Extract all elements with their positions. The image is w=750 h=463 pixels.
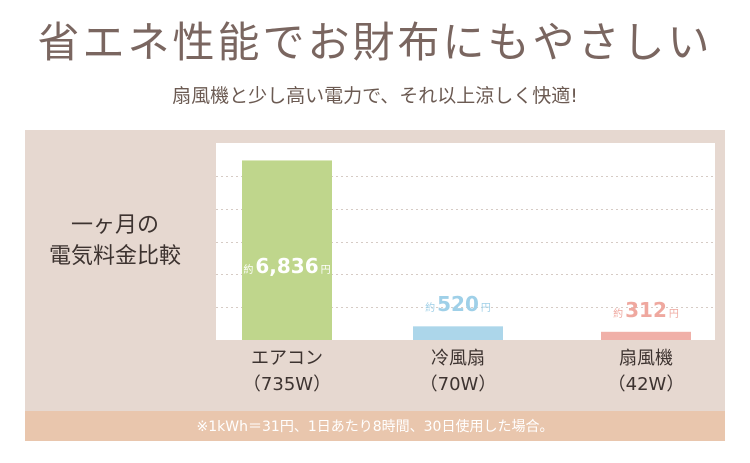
side-label-line-2: 電気料金比較 [48,244,181,269]
side-label-line-1: 一ヶ月の [70,213,159,238]
category-wattage: （735W） [242,374,332,395]
footnote-bar: ※1kWh＝31円、1日あたり8時間、30日使用した場合。 [25,411,725,441]
bar-2 [601,331,691,340]
category-name: 冷風扇 [431,348,485,369]
chart-side-label: 一ヶ月の 電気料金比較 [30,210,200,272]
category-name: エアコン [251,348,323,369]
category-label-senpuki: 扇風機 （42W） [576,346,716,398]
category-label-reifusen: 冷風扇 （70W） [388,346,528,398]
value-label-aircon: 約 6,836 円 [243,254,330,278]
plot-area [216,143,715,340]
footnote-text: ※1kWh＝31円、1日あたり8時間、30日使用した場合。 [196,419,554,435]
value-label-senpuki: 約 312 円 [613,298,679,322]
value-prefix: 約 [613,308,624,320]
value-label-reifusen: 約 520 円 [425,292,491,316]
value-prefix: 約 [425,303,436,315]
value-number: 6,836 [255,253,319,278]
value-number: 520 [437,292,479,317]
bar-chart [216,160,715,340]
category-label-aircon: エアコン （735W） [217,346,357,398]
value-number: 312 [625,297,667,322]
value-unit: 円 [320,264,331,276]
page-subtitle: 扇風機と少し高い電力で、それ以上涼しく快適! [172,85,578,107]
category-wattage: （42W） [607,374,685,395]
bar-0 [242,160,332,340]
bar-1 [413,326,503,340]
value-unit: 円 [480,303,491,315]
category-wattage: （70W） [419,374,497,395]
page-title: 省エネ性能でお財布にもやさしい [37,18,713,67]
value-prefix: 約 [243,264,254,276]
value-unit: 円 [668,308,679,320]
category-name: 扇風機 [619,348,673,369]
